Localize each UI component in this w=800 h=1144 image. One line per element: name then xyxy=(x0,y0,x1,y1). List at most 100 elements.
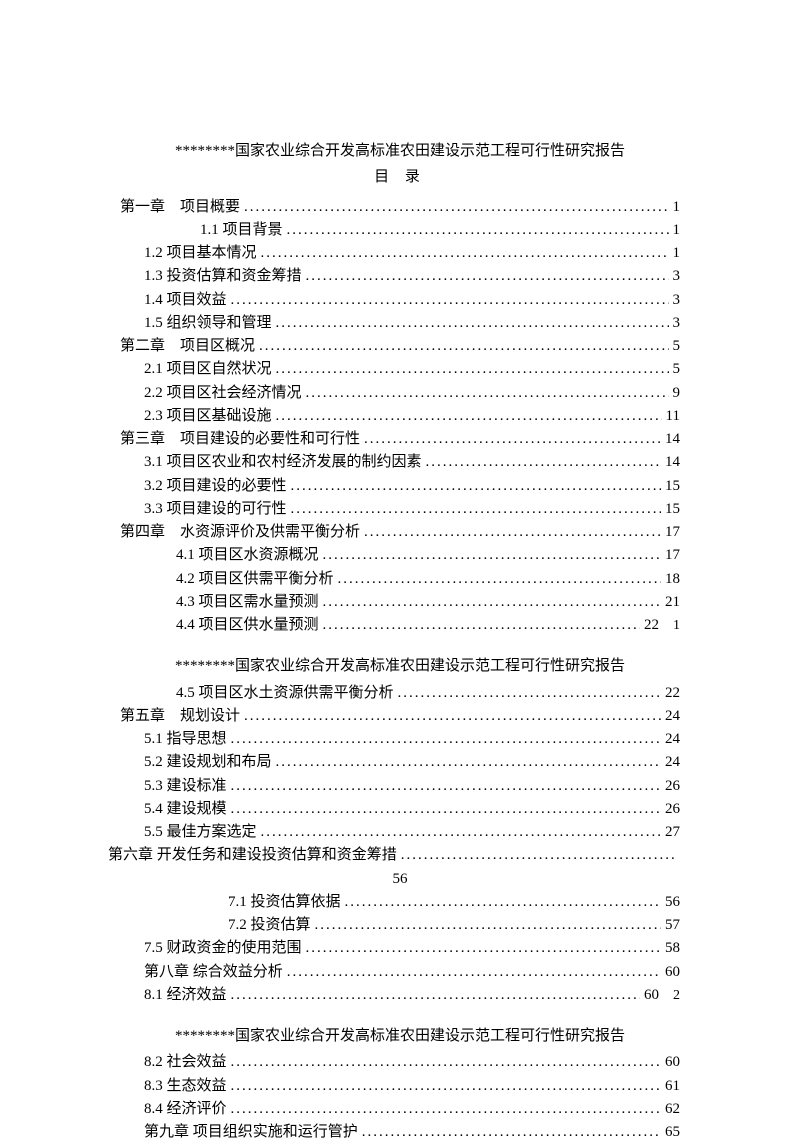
toc-line: 2.3 项目区基础设施.............................… xyxy=(120,405,680,428)
toc-label: 4.1 项目区水资源概况 xyxy=(176,544,319,567)
toc-label: 5.1 指导思想 xyxy=(144,728,227,751)
toc-line: 第四章 水资源评价及供需平衡分析........................… xyxy=(120,521,680,544)
toc-label: 1.4 项目效益 xyxy=(144,289,227,312)
toc-label: 8.1 经济效益 xyxy=(144,984,227,1007)
toc-line: 第三章 项目建设的必要性和可行性........................… xyxy=(120,428,680,451)
toc-dots: ........................................… xyxy=(231,1075,661,1098)
toc-dots: ........................................… xyxy=(276,358,669,381)
toc-line: 8.3 生态效益................................… xyxy=(120,1075,680,1098)
toc-dots: ........................................… xyxy=(362,1121,661,1144)
toc-label: 8.3 生态效益 xyxy=(144,1075,227,1098)
toc-plain-page: 56 xyxy=(120,868,680,891)
toc-label: 8.2 社会效益 xyxy=(144,1051,227,1074)
toc-label: 3.2 项目建设的必要性 xyxy=(144,475,287,498)
toc-line: 1.5 组织领导和管理.............................… xyxy=(120,312,680,335)
toc-line: 8.4 经济评价................................… xyxy=(120,1098,680,1121)
toc-line: 4.1 项目区水资源概况............................… xyxy=(120,544,680,567)
toc-page: 11 xyxy=(666,405,680,428)
toc-label: 第四章 水资源评价及供需平衡分析 xyxy=(120,521,360,544)
toc-dots: ........................................… xyxy=(291,475,661,498)
document-container: ********国家农业综合开发高标准农田建设示范工程可行性研究报告目 录第一章… xyxy=(120,140,680,1144)
toc-dots: ........................................… xyxy=(259,335,668,358)
toc-line: 1.1 项目背景................................… xyxy=(120,219,680,242)
toc-dots: ........................................… xyxy=(261,821,661,844)
toc-page: 3 xyxy=(673,289,681,312)
toc-label: 2.1 项目区自然状况 xyxy=(144,358,272,381)
toc-dots: ........................................… xyxy=(276,751,661,774)
toc-page: 1 xyxy=(673,219,681,242)
toc-line: 第五章 规划设计................................… xyxy=(120,705,680,728)
toc-line: 第九章 项目组织实施和运行管护.........................… xyxy=(120,1121,680,1144)
toc-heading: 目 录 xyxy=(120,166,680,189)
toc-dots: ........................................… xyxy=(323,614,640,637)
toc-page: 3 xyxy=(673,265,681,288)
toc-dots: ........................................… xyxy=(287,961,661,984)
toc-label: 4.3 项目区需水量预测 xyxy=(176,591,319,614)
toc-line: 2.1 项目区自然状况.............................… xyxy=(120,358,680,381)
toc-page: 60 xyxy=(665,1051,680,1074)
toc-line: 第六章 开发任务和建设投资估算和资金筹措....................… xyxy=(108,844,680,867)
toc-label: 5.4 建设规模 xyxy=(144,798,227,821)
toc-dots: ........................................… xyxy=(276,312,669,335)
toc-page: 26 xyxy=(665,798,680,821)
toc-page: 65 xyxy=(665,1121,680,1144)
toc-page: 22 xyxy=(665,682,680,705)
toc-page: 1 xyxy=(673,196,681,219)
toc-line: 5.3 建设标准................................… xyxy=(120,775,680,798)
toc-label: 3.3 项目建设的可行性 xyxy=(144,498,287,521)
toc-page: 14 xyxy=(665,451,680,474)
toc-label: 1.5 组织领导和管理 xyxy=(144,312,272,335)
toc-label: 2.2 项目区社会经济情况 xyxy=(144,382,302,405)
toc-label: 5.3 建设标准 xyxy=(144,775,227,798)
toc-page: 9 xyxy=(673,382,681,405)
toc-page: 62 xyxy=(665,1098,680,1121)
toc-dots: ........................................… xyxy=(315,914,661,937)
toc-label: 2.3 项目区基础设施 xyxy=(144,405,272,428)
toc-line: 第八章 综合效益分析..............................… xyxy=(120,961,680,984)
toc-dots: ........................................… xyxy=(231,798,661,821)
toc-label: 8.4 经济评价 xyxy=(144,1098,227,1121)
toc-dots: ........................................… xyxy=(426,451,661,474)
toc-page: 56 xyxy=(665,891,680,914)
toc-page: 18 xyxy=(665,568,680,591)
toc-line: 第二章 项目区概况...............................… xyxy=(120,335,680,358)
toc-line: 7.5 财政资金的使用范围...........................… xyxy=(120,937,680,960)
toc-line: 5.1 指导思想................................… xyxy=(120,728,680,751)
toc-page: 57 xyxy=(665,914,680,937)
toc-line: 5.2 建设规划和布局.............................… xyxy=(120,751,680,774)
toc-page: 17 xyxy=(665,544,680,567)
toc-dots: ........................................… xyxy=(291,498,661,521)
toc-page: 21 xyxy=(665,591,680,614)
toc-line: 4.5 项目区水土资源供需平衡分析.......................… xyxy=(120,682,680,705)
toc-dots: ........................................… xyxy=(345,891,661,914)
toc-line: 3.2 项目建设的必要性............................… xyxy=(120,475,680,498)
toc-page: 26 xyxy=(665,775,680,798)
toc-trailing-number: 1 xyxy=(673,615,680,637)
toc-dots: ........................................… xyxy=(306,265,669,288)
toc-page: 5 xyxy=(673,335,681,358)
toc-dots: ........................................… xyxy=(231,775,661,798)
report-title: ********国家农业综合开发高标准农田建设示范工程可行性研究报告 xyxy=(120,140,680,163)
toc-label: 4.2 项目区供需平衡分析 xyxy=(176,568,334,591)
toc-page: 27 xyxy=(665,821,680,844)
toc-dots: ........................................… xyxy=(231,289,669,312)
toc-dots: ........................................… xyxy=(401,844,676,867)
toc-page: 14 xyxy=(665,428,680,451)
toc-page: 61 xyxy=(665,1075,680,1098)
toc-label: 7.1 投资估算依据 xyxy=(228,891,341,914)
toc-page: 5 xyxy=(673,358,681,381)
section-break xyxy=(120,637,680,655)
toc-label: 7.2 投资估算 xyxy=(228,914,311,937)
toc-page: 24 xyxy=(665,751,680,774)
toc-label: 1.3 投资估算和资金筹措 xyxy=(144,265,302,288)
toc-dots: ........................................… xyxy=(364,521,661,544)
toc-dots: ........................................… xyxy=(287,219,669,242)
toc-page: 60 xyxy=(665,961,680,984)
toc-line: 5.4 建设规模................................… xyxy=(120,798,680,821)
toc-line: 3.3 项目建设的可行性............................… xyxy=(120,498,680,521)
toc-line: 1.4 项目效益................................… xyxy=(120,289,680,312)
toc-line: 1.3 投资估算和资金筹措...........................… xyxy=(120,265,680,288)
toc-dots: ........................................… xyxy=(364,428,661,451)
report-title: ********国家农业综合开发高标准农田建设示范工程可行性研究报告 xyxy=(120,655,680,678)
toc-label: 1.1 项目背景 xyxy=(200,219,283,242)
